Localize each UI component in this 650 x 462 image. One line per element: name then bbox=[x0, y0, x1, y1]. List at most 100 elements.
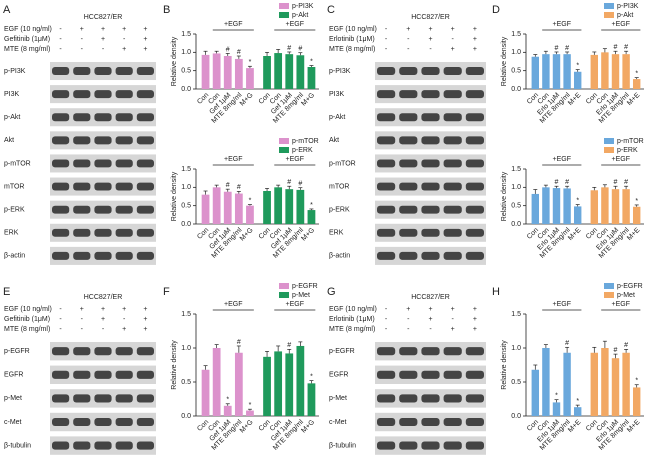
treatment-sign: + bbox=[143, 46, 147, 53]
treatment-sign: + bbox=[122, 306, 126, 313]
panel-label: F bbox=[163, 286, 170, 298]
protein-label: p-Akt bbox=[4, 114, 20, 121]
blot-band bbox=[399, 159, 418, 168]
bar bbox=[212, 187, 221, 224]
bar bbox=[622, 352, 630, 416]
treatment-sign: - bbox=[81, 326, 84, 333]
treatment-label: MTE (8 mg/ml) bbox=[329, 46, 375, 53]
annotation: +EGF bbox=[286, 301, 304, 308]
treatment-label: EGF (10 ng/ml) bbox=[4, 26, 52, 33]
blot-band bbox=[94, 182, 112, 191]
blot-band bbox=[421, 370, 440, 379]
blot-band bbox=[52, 417, 70, 427]
blot-band bbox=[136, 417, 154, 427]
blot-band bbox=[52, 370, 70, 379]
blot-band bbox=[94, 347, 112, 356]
treatment-sign: - bbox=[59, 46, 62, 53]
blot-band bbox=[136, 370, 154, 379]
treatment-sign: - bbox=[102, 326, 105, 333]
treatment-label: Erlotinib (1μM) bbox=[329, 316, 375, 323]
blot-band bbox=[399, 182, 418, 191]
y-tick-label: 0.5 bbox=[511, 379, 521, 386]
blot-band bbox=[377, 90, 396, 99]
bar bbox=[622, 189, 630, 224]
y-tick-label: 0.5 bbox=[181, 203, 191, 210]
blot-band bbox=[465, 370, 484, 379]
blot-band bbox=[443, 347, 462, 356]
protein-label: Akt bbox=[329, 137, 339, 144]
blot-band bbox=[73, 159, 91, 168]
blot-band bbox=[399, 67, 418, 75]
blot-band bbox=[73, 228, 91, 237]
significance-marker: * bbox=[310, 58, 313, 65]
y-tick-label: 1.0 bbox=[511, 184, 521, 191]
legend-label: p-Akt bbox=[617, 12, 633, 19]
blot-band bbox=[377, 136, 396, 145]
bar bbox=[563, 54, 571, 89]
blot-band bbox=[73, 370, 91, 379]
blot-band bbox=[52, 136, 70, 145]
treatment-sign: + bbox=[473, 36, 477, 43]
y-tick-label: 0.5 bbox=[181, 379, 191, 386]
treatment-sign: - bbox=[385, 326, 388, 333]
blot-band bbox=[443, 417, 462, 427]
bar bbox=[296, 189, 305, 224]
treatment-sign: - bbox=[385, 46, 388, 53]
legend-swatch bbox=[604, 138, 614, 144]
protein-label: PI3K bbox=[329, 91, 345, 98]
bar bbox=[632, 206, 641, 224]
legend-label: p-Met bbox=[292, 292, 310, 299]
blot-band bbox=[443, 370, 462, 379]
bar bbox=[573, 206, 582, 224]
annotation: +EGF bbox=[224, 21, 242, 28]
blot-band bbox=[136, 159, 154, 168]
significance-marker: # bbox=[287, 45, 291, 52]
treatment-sign: + bbox=[406, 26, 410, 33]
blot-band bbox=[136, 113, 154, 122]
blot-band bbox=[73, 251, 91, 260]
legend-swatch bbox=[279, 292, 289, 298]
legend-swatch bbox=[279, 147, 289, 153]
blot-band bbox=[377, 182, 396, 191]
protein-label: p-PI3K bbox=[329, 68, 351, 75]
significance-marker: # bbox=[565, 45, 569, 52]
bar bbox=[307, 383, 316, 416]
bar bbox=[573, 407, 582, 416]
treatment-sign: - bbox=[81, 36, 84, 43]
blot-band bbox=[136, 347, 154, 356]
protein-label: c-Met bbox=[329, 419, 347, 426]
blot-band bbox=[465, 113, 484, 122]
blot-band bbox=[443, 394, 462, 403]
treatment-sign: - bbox=[429, 326, 432, 333]
blot-band bbox=[465, 228, 484, 237]
significance-marker: # bbox=[624, 179, 628, 186]
bar bbox=[542, 54, 550, 89]
blot-band bbox=[115, 228, 133, 237]
annotation: +EGF bbox=[286, 21, 304, 28]
treatment-sign: + bbox=[101, 306, 105, 313]
panel-label: E bbox=[3, 286, 10, 298]
significance-marker: * bbox=[555, 393, 558, 400]
panel-label: G bbox=[327, 286, 336, 298]
treatment-sign: - bbox=[385, 316, 388, 323]
y-tick-label: 0.0 bbox=[511, 413, 521, 420]
treatment-label: Erlotinib (1μM) bbox=[329, 36, 375, 43]
bar bbox=[590, 352, 599, 416]
blot-band bbox=[52, 182, 70, 191]
y-tick-label: 1.5 bbox=[511, 311, 521, 318]
blot-band bbox=[73, 113, 91, 122]
bar bbox=[263, 191, 271, 224]
y-tick-label: 1.5 bbox=[181, 31, 191, 38]
blot-band bbox=[115, 182, 133, 191]
bar bbox=[223, 191, 232, 224]
blot-band bbox=[399, 90, 418, 99]
blot-band bbox=[52, 90, 70, 99]
treatment-sign: + bbox=[143, 316, 147, 323]
bar bbox=[274, 351, 283, 416]
blot-band bbox=[52, 159, 70, 168]
significance-marker: * bbox=[249, 197, 252, 204]
blot-band bbox=[377, 228, 396, 237]
annotation: +EGF bbox=[224, 156, 242, 163]
x-tick-label: M+G bbox=[300, 227, 316, 243]
bar bbox=[285, 54, 294, 89]
